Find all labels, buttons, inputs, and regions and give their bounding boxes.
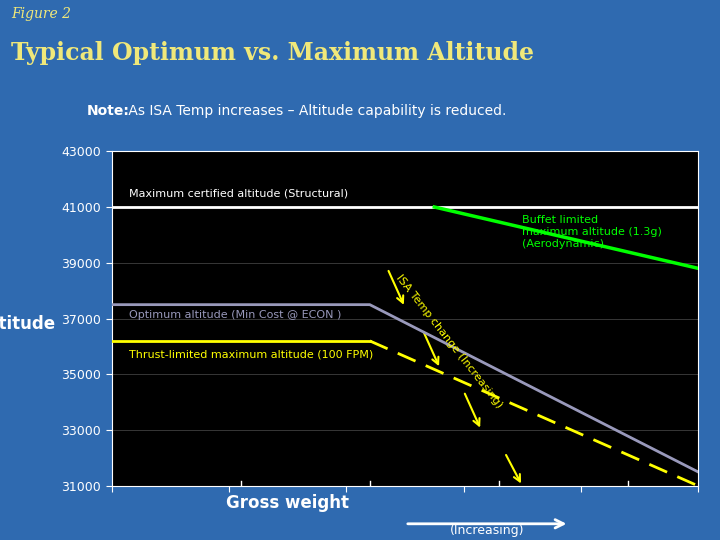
Text: Note:: Note: — [86, 104, 130, 118]
Text: Altitude: Altitude — [0, 315, 55, 333]
Text: Typical Optimum vs. Maximum Altitude: Typical Optimum vs. Maximum Altitude — [11, 42, 534, 65]
Text: Figure 2: Figure 2 — [11, 8, 71, 22]
Text: (Increasing): (Increasing) — [450, 524, 524, 537]
Text: ISA Temp change (Increasing): ISA Temp change (Increasing) — [394, 272, 504, 409]
Text: As ISA Temp increases – Altitude capability is reduced.: As ISA Temp increases – Altitude capabil… — [124, 104, 506, 118]
Text: Optimum altitude (Min Cost @ ECON ): Optimum altitude (Min Cost @ ECON ) — [129, 310, 341, 320]
Text: Gross weight: Gross weight — [226, 495, 349, 512]
Text: Maximum certified altitude (Structural): Maximum certified altitude (Structural) — [129, 188, 348, 199]
Text: Buffet limited
maximum altitude (1.3g)
(Aerodynamic): Buffet limited maximum altitude (1.3g) (… — [522, 215, 662, 248]
Text: Thrust-limited maximum altitude (100 FPM): Thrust-limited maximum altitude (100 FPM… — [129, 349, 374, 359]
